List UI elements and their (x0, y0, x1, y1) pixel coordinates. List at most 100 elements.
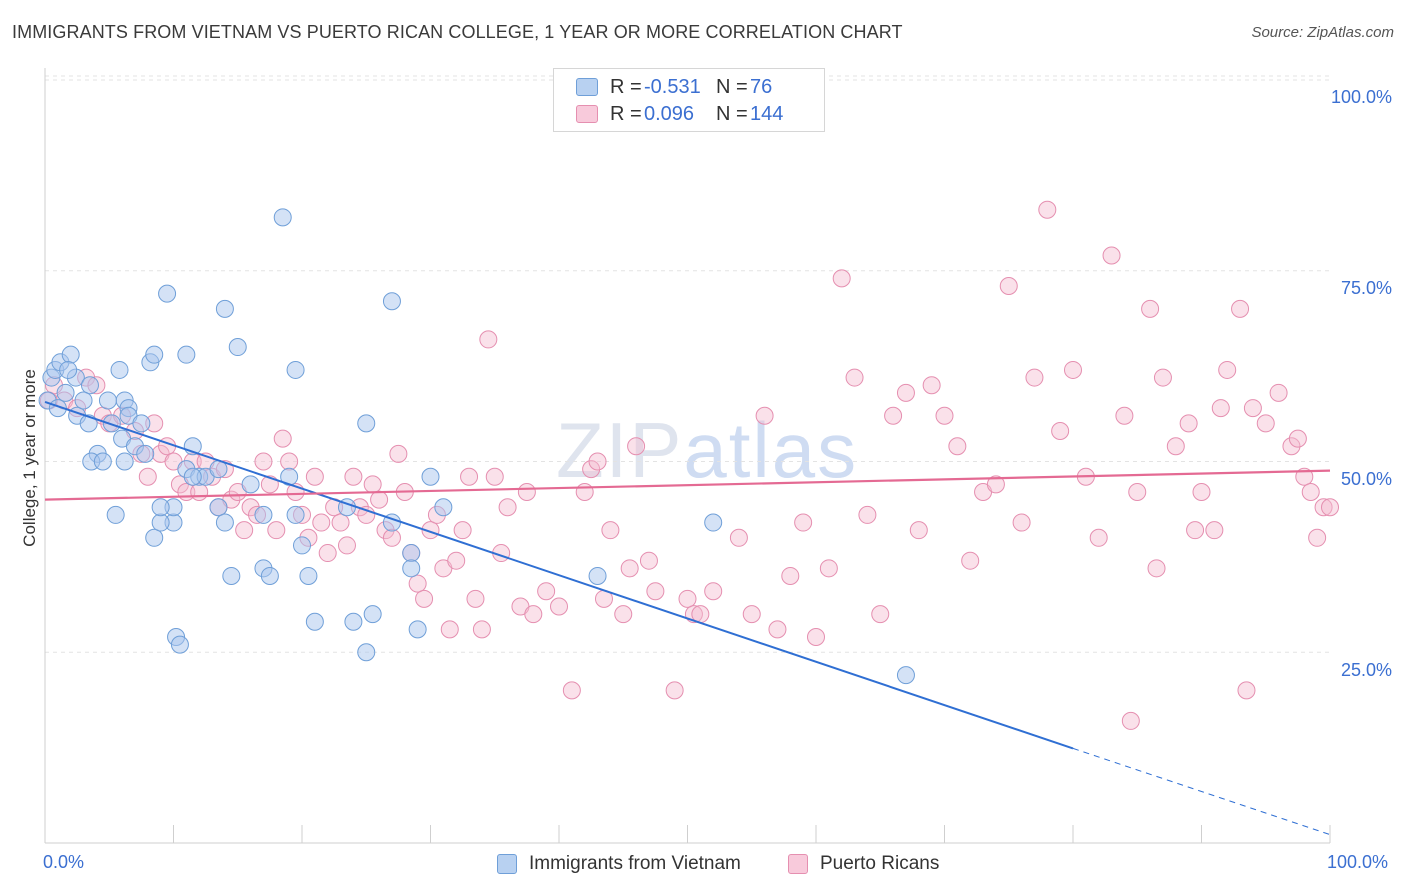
vietnam-point (588, 566, 607, 585)
puerto-ricans-point (704, 582, 723, 601)
legend-n-label: N = (716, 102, 748, 125)
vietnam-point (357, 643, 376, 662)
puerto-ricans-point (273, 429, 292, 448)
puerto-ricans-point (485, 467, 504, 486)
bottom-legend-label-puerto-ricans: Puerto Ricans (820, 853, 940, 874)
puerto-ricans-point (1025, 368, 1044, 387)
vietnam-point (183, 467, 202, 486)
puerto-ricans-point (1237, 681, 1256, 700)
puerto-ricans-point (318, 544, 337, 563)
puerto-ricans-point (1231, 299, 1250, 318)
puerto-ricans-point (794, 513, 813, 532)
vietnam-point (74, 391, 93, 410)
puerto-ricans-point (1282, 437, 1301, 456)
puerto-ricans-point (524, 605, 543, 624)
puerto-ricans-trend-line (44, 469, 1331, 501)
puerto-ricans-point (1256, 414, 1275, 433)
vietnam-point (61, 345, 80, 364)
vietnam-trend-line (44, 401, 1074, 750)
puerto-ricans-point (312, 513, 331, 532)
puerto-ricans-point (1051, 421, 1070, 440)
puerto-ricans-point (498, 498, 517, 517)
puerto-ricans-point (408, 574, 427, 593)
puerto-ricans-point (472, 620, 491, 639)
vietnam-point (260, 566, 279, 585)
vietnam-point (215, 513, 234, 532)
puerto-ricans-point (305, 467, 324, 486)
vietnam-point (145, 528, 164, 547)
legend-r-value: 0.096 (644, 102, 695, 125)
puerto-ricans-point (1147, 559, 1166, 578)
puerto-ricans-point (678, 589, 697, 608)
puerto-ricans-point (344, 467, 363, 486)
puerto-ricans-point (1301, 483, 1320, 502)
legend-n-value: 76 (750, 75, 773, 98)
vietnam-point (151, 513, 170, 532)
puerto-ricans-point (363, 475, 382, 494)
puerto-ricans-point (601, 521, 620, 540)
vietnam-point (80, 376, 99, 395)
puerto-ricans-point (562, 681, 581, 700)
vietnam-point (102, 414, 121, 433)
y-tick-label-50: 50.0% (1340, 469, 1392, 489)
puerto-ricans-point (729, 528, 748, 547)
vietnam-point (59, 360, 78, 379)
puerto-ricans-point (370, 490, 389, 509)
legend-n-value: 144 (750, 102, 784, 125)
vietnam-point (357, 414, 376, 433)
puerto-ricans-point (1186, 521, 1205, 540)
puerto-ricans-point (909, 521, 928, 540)
puerto-ricans-point (138, 467, 157, 486)
puerto-ricans-point (479, 330, 498, 349)
watermark: ZIPatlas (556, 405, 858, 496)
vietnam-point (215, 299, 234, 318)
puerto-ricans-point (421, 521, 440, 540)
vietnam-point (363, 605, 382, 624)
vietnam-point (115, 452, 134, 471)
vietnam-point (402, 559, 421, 578)
watermark-atlas: atlas (683, 406, 859, 494)
chart-title: IMMIGRANTS FROM VIETNAM VS PUERTO RICAN … (12, 22, 903, 42)
puerto-ricans-point (1243, 399, 1262, 418)
puerto-ricans-point (1295, 467, 1314, 486)
puerto-ricans-point (1269, 383, 1288, 402)
puerto-ricans-point (665, 681, 684, 700)
legend-row-puerto-ricans: R = 0.096 N = 144 (576, 102, 783, 126)
vietnam-point (254, 505, 273, 524)
puerto-ricans-point (517, 483, 536, 502)
puerto-ricans-point (1218, 360, 1237, 379)
puerto-ricans-point (807, 627, 825, 646)
puerto-ricans-point (267, 521, 286, 540)
vietnam-point (382, 292, 401, 311)
puerto-ricans-point (389, 444, 408, 463)
x-tick-label-min: 0.0% (43, 852, 85, 872)
correlation-legend: R = -0.531 N = 76 R = 0.096 N = 144 (553, 68, 825, 132)
puerto-ricans-point (1288, 429, 1307, 448)
puerto-ricans-point (755, 406, 774, 425)
puerto-ricans-point (922, 376, 941, 395)
vietnam-trend-extension (1072, 747, 1331, 836)
vietnam-point (222, 566, 241, 585)
vietnam-point (177, 345, 196, 364)
puerto-ricans-point (1211, 399, 1230, 418)
puerto-ricans-point (646, 582, 665, 601)
puerto-ricans-point (884, 406, 903, 425)
vietnam-point (299, 566, 318, 585)
puerto-ricans-point (1205, 521, 1224, 540)
puerto-ricans-point (1128, 483, 1147, 502)
puerto-ricans-point (935, 406, 954, 425)
puerto-ricans-point (453, 521, 472, 540)
puerto-ricans-point (1179, 414, 1198, 433)
puerto-ricans-point (858, 505, 877, 524)
puerto-ricans-point (1314, 498, 1333, 517)
puerto-ricans-point (1308, 528, 1327, 547)
puerto-ricans-point (819, 559, 838, 578)
vietnam-point (305, 612, 324, 631)
puerto-ricans-point (768, 620, 787, 639)
vietnam-point (151, 498, 170, 517)
bottom-legend-label-vietnam: Immigrants from Vietnam (529, 853, 741, 874)
vietnam-point (106, 505, 125, 524)
legend-swatch-vietnam (576, 78, 598, 96)
vietnam-point (93, 452, 112, 471)
